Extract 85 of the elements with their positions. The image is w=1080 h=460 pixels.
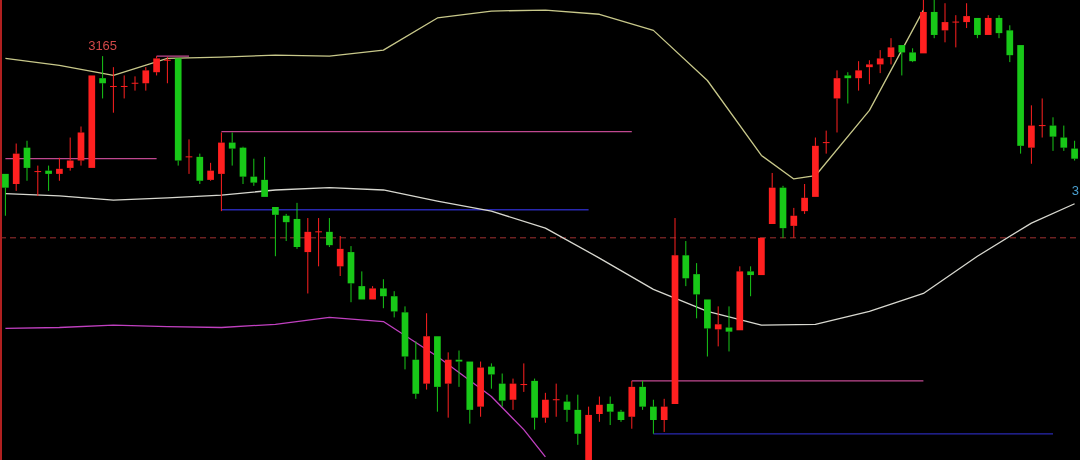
candlestick (120, 74, 129, 99)
candlestick (163, 56, 172, 84)
annotation: 3165 (88, 38, 118, 54)
candlestick (790, 207, 798, 239)
candlestick (390, 290, 398, 318)
candlestick (261, 156, 268, 197)
candlestick (866, 59, 873, 85)
candlestick (844, 71, 852, 104)
candlestick (423, 312, 430, 391)
candlestick (650, 399, 657, 435)
candlestick (693, 262, 700, 319)
candlestick (671, 217, 679, 404)
candlestick (336, 235, 344, 277)
candlestick (77, 126, 85, 167)
candlestick (434, 336, 441, 413)
candlestick (531, 378, 538, 431)
candlestick (887, 37, 895, 65)
candlestick (218, 131, 225, 212)
candlestick (812, 137, 819, 197)
candlestick (33, 165, 42, 197)
candlestick (401, 305, 409, 370)
candlestick (660, 398, 668, 433)
candlestick (304, 217, 312, 294)
candlestick (99, 55, 106, 99)
candlestick (174, 58, 182, 167)
candlestick (822, 130, 831, 155)
candlestick (498, 373, 506, 408)
candlestick (736, 265, 744, 331)
candlestick (477, 361, 484, 418)
candlestick (682, 240, 690, 287)
candlestick (142, 66, 150, 92)
candlestick (519, 362, 528, 393)
candlestick (488, 362, 495, 390)
candlestick (704, 299, 711, 357)
candlestick (855, 60, 862, 92)
candlestick (326, 217, 333, 248)
candlestick (951, 14, 960, 48)
candlestick (250, 158, 258, 187)
candlestick (45, 165, 52, 192)
candlestick (66, 137, 74, 172)
candlestick (747, 265, 754, 297)
candlestick (272, 207, 279, 257)
candlestick (898, 45, 906, 76)
candlestick (109, 66, 118, 114)
candlestick (12, 143, 20, 192)
candlestick (768, 172, 776, 225)
candlestick (585, 406, 592, 460)
candlestick (1006, 24, 1014, 63)
candlestick (963, 2, 970, 29)
candlestick (876, 49, 884, 74)
candlestick (930, 0, 938, 39)
candlestick (1060, 125, 1068, 152)
candlestick (920, 0, 927, 54)
candlestick (228, 131, 236, 167)
candlestick (314, 217, 323, 267)
candlestick (1017, 45, 1024, 155)
candlestick (639, 380, 646, 411)
candlestick (596, 396, 603, 423)
candlestick (542, 392, 549, 424)
candlestick (56, 157, 63, 182)
candlestick (207, 162, 214, 180)
candlestick (412, 340, 420, 400)
candlestick (380, 278, 387, 309)
candlestick (282, 213, 290, 242)
candlestick (1028, 104, 1035, 165)
candlestick (444, 351, 452, 419)
candlestick (1071, 140, 1078, 162)
candlestick (2, 173, 9, 217)
candlestick (369, 285, 376, 300)
candlestick (628, 380, 636, 430)
candlestick (984, 14, 992, 35)
annotation: 3 (1071, 183, 1079, 199)
candlestick (574, 394, 582, 446)
candlestick (455, 350, 463, 388)
candlestick (909, 47, 916, 62)
candlestick (552, 383, 561, 418)
candlestick (239, 147, 247, 185)
candlestick (714, 305, 722, 347)
candlestick (466, 361, 474, 425)
candlestick (358, 270, 366, 300)
candlestick (974, 17, 981, 39)
candlestick (196, 153, 204, 185)
candlestick (1038, 97, 1047, 139)
candlestick (606, 396, 614, 426)
candlestick (801, 183, 808, 215)
